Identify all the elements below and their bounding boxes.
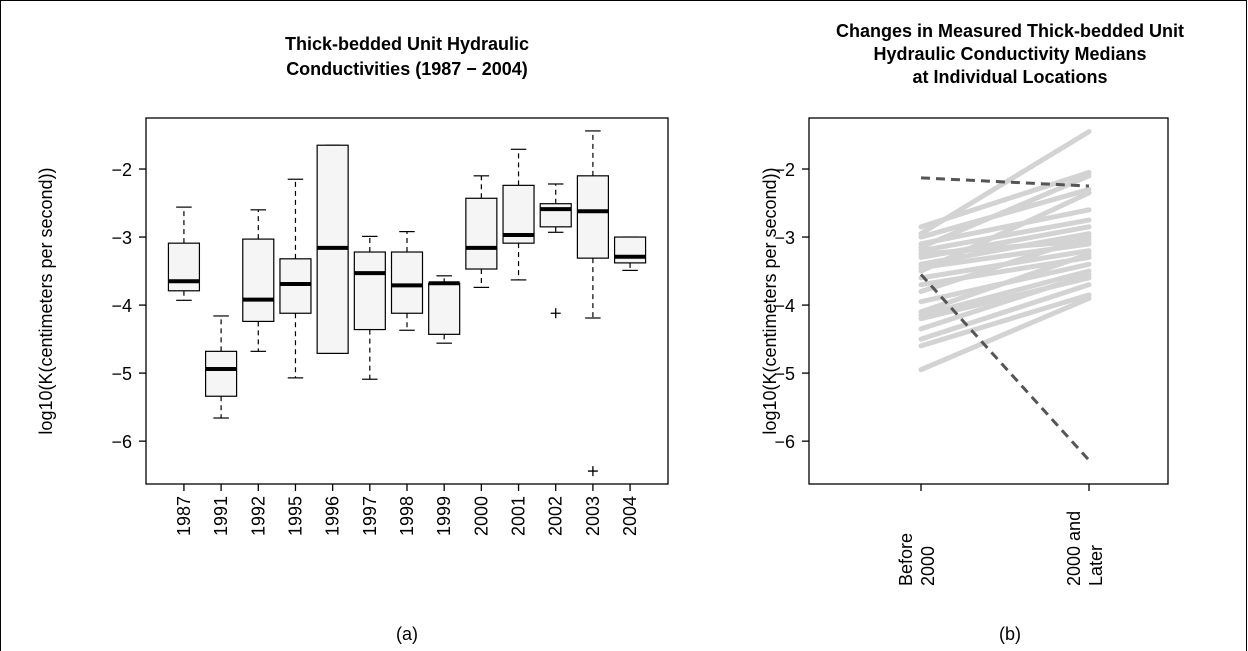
x-tick-label: 1997 <box>360 496 380 536</box>
line <box>918 173 1092 250</box>
box <box>613 236 647 264</box>
plot-frame <box>808 117 1169 485</box>
x-tick-label: 1996 <box>323 496 343 536</box>
line <box>918 207 1092 247</box>
line <box>918 190 1092 274</box>
chart-title: at Individual Locations <box>912 67 1107 87</box>
panel-caption: (b) <box>999 624 1021 644</box>
box <box>205 350 238 397</box>
x-tick-label: 1998 <box>397 496 417 536</box>
chart-title: Changes in Measured Thick-bedded Unit <box>836 21 1184 41</box>
panel-caption: (a) <box>396 624 418 644</box>
line <box>918 292 1092 349</box>
box <box>279 258 312 314</box>
x-tick-label: 2003 <box>583 496 603 536</box>
x-tick-label: 1999 <box>434 496 454 536</box>
y-tick-label: −6 <box>111 432 132 452</box>
x-tick-label: 2000 <box>918 546 938 586</box>
box <box>242 238 275 323</box>
line <box>918 234 1092 294</box>
y-tick-label: −5 <box>111 364 132 384</box>
y-axis-label: log10(K(centimeters per second)) <box>760 167 780 434</box>
box <box>167 242 201 292</box>
line <box>918 295 1092 373</box>
y-tick-label: −5 <box>774 364 795 384</box>
box <box>576 175 609 259</box>
y-tick-label: −3 <box>111 228 132 248</box>
y-tick-label: −3 <box>774 228 795 248</box>
box <box>428 282 461 335</box>
box <box>390 251 424 314</box>
x-tick-label: 2000 <box>471 496 491 536</box>
x-tick-label: Before <box>896 533 916 586</box>
y-tick-label: −4 <box>111 296 132 316</box>
line <box>918 271 1092 332</box>
y-tick-label: −2 <box>774 160 795 180</box>
line <box>918 129 1092 237</box>
dashed-line <box>919 273 1091 462</box>
x-tick-label: 1992 <box>248 496 268 536</box>
outlier <box>550 308 561 319</box>
x-tick-label: 2004 <box>620 496 640 536</box>
line <box>918 217 1092 254</box>
x-tick-label: 2001 <box>509 496 529 536</box>
outlier <box>587 466 598 477</box>
x-tick-label: 2000 and <box>1064 511 1084 586</box>
box <box>353 251 386 331</box>
x-tick-label: 2002 <box>546 496 566 536</box>
chart-title: Conductivities (1987 − 2004) <box>286 59 528 79</box>
y-tick-label: −4 <box>774 296 795 316</box>
line <box>918 251 1092 315</box>
line <box>918 268 1092 318</box>
box <box>465 197 498 270</box>
y-axis-label: log10(K(centimeters per second)) <box>36 167 56 434</box>
chart-title: Thick-bedded Unit Hydraulic <box>285 34 529 54</box>
x-tick-label: 1995 <box>285 496 305 536</box>
x-tick-label: 1991 <box>211 496 231 536</box>
line <box>918 224 1092 260</box>
chart-title: Hydraulic Conductivity Medians <box>873 44 1146 64</box>
x-tick-label: Later <box>1086 545 1106 586</box>
dashed-line <box>920 176 1090 188</box>
line <box>918 282 1092 342</box>
y-tick-label: −2 <box>111 160 132 180</box>
x-tick-label: 1987 <box>174 496 194 536</box>
y-tick-label: −6 <box>774 432 795 452</box>
